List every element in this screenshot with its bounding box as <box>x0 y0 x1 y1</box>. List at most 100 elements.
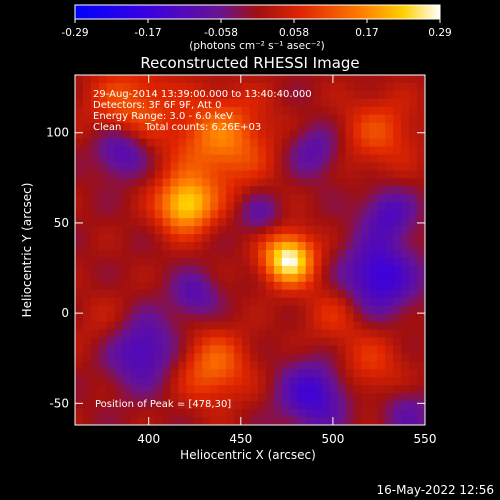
heatmap-cell <box>289 186 299 195</box>
heatmap-cell <box>242 82 251 92</box>
heatmap-cell <box>369 289 378 299</box>
heatmap-cell <box>297 305 307 315</box>
heatmap-cell <box>162 329 171 338</box>
heatmap-cell <box>146 353 155 362</box>
heatmap-cell <box>273 146 283 155</box>
heatmap-cell <box>218 202 227 211</box>
heatmap-cell <box>75 162 84 171</box>
heatmap-cell <box>329 218 338 227</box>
heatmap-cell <box>369 90 378 100</box>
heatmap-cell <box>409 226 418 235</box>
heatmap-cell <box>250 393 259 402</box>
heatmap-cell <box>218 273 227 283</box>
heatmap-cell <box>401 162 410 171</box>
heatmap-cell <box>194 337 203 346</box>
heatmap-cell <box>361 90 370 100</box>
heatmap-cell <box>90 393 100 402</box>
heatmap-cell <box>138 377 147 386</box>
heatmap-cell <box>257 234 267 243</box>
heatmap-cell <box>146 234 155 243</box>
heatmap-cell <box>114 106 124 116</box>
heatmap-cell <box>313 337 322 346</box>
heatmap-cell <box>106 401 116 410</box>
heatmap-cell <box>162 385 171 394</box>
heatmap-cell <box>106 202 116 211</box>
heatmap-cell <box>273 361 283 370</box>
heatmap-cell <box>178 289 187 299</box>
heatmap-cell <box>82 361 92 370</box>
heatmap-cell <box>321 369 330 378</box>
heatmap-cell <box>122 170 132 179</box>
heatmap-cell <box>75 130 84 140</box>
heatmap-cell <box>337 337 346 346</box>
heatmap-cell <box>265 377 275 386</box>
heatmap-cell <box>393 385 402 394</box>
heatmap-cell <box>393 130 402 140</box>
heatmap-cell <box>226 202 235 211</box>
heatmap-cell <box>218 393 227 402</box>
heatmap-cell <box>401 82 410 92</box>
heatmap-cell <box>154 162 163 171</box>
heatmap-cell <box>98 313 108 322</box>
heatmap-cell <box>154 146 163 155</box>
heatmap-cell <box>162 321 171 330</box>
heatmap-cell <box>154 90 163 100</box>
heatmap-cell <box>106 353 116 362</box>
heatmap-cell <box>138 273 147 283</box>
heatmap-cell <box>313 202 322 211</box>
heatmap-cell <box>265 130 275 140</box>
heatmap-cell <box>281 178 291 187</box>
heatmap-cell <box>178 90 187 100</box>
heatmap-cell <box>242 417 251 426</box>
heatmap-cell <box>329 345 338 354</box>
heatmap-cell <box>305 82 315 92</box>
heatmap-cell <box>385 162 394 171</box>
heatmap-cell <box>162 242 171 251</box>
heatmap-cell <box>337 234 346 243</box>
heatmap-cell <box>273 353 283 362</box>
heatmap-cell <box>122 98 132 108</box>
heatmap-cell <box>90 257 100 267</box>
heatmap-cell <box>281 401 291 410</box>
heatmap-cell <box>329 393 338 402</box>
heatmap-cell <box>305 297 315 307</box>
heatmap-cell <box>98 361 108 370</box>
heatmap-cell <box>90 162 100 171</box>
heatmap-cell <box>162 401 171 410</box>
heatmap-cell <box>138 202 147 211</box>
heatmap-cell <box>218 162 227 171</box>
heatmap-cell <box>257 226 267 235</box>
heatmap-cell <box>345 106 354 116</box>
heatmap-cell <box>90 178 100 187</box>
heatmap-cell <box>162 313 171 322</box>
heatmap-cell <box>361 114 370 124</box>
heatmap-cell <box>178 98 187 108</box>
heatmap-cell <box>82 242 92 251</box>
heatmap-cell <box>313 242 322 251</box>
heatmap-cell <box>289 98 299 108</box>
heatmap-cell <box>154 393 163 402</box>
heatmap-cell <box>194 329 203 338</box>
heatmap-cell <box>329 337 338 346</box>
heatmap-cell <box>114 138 124 147</box>
heatmap-cell <box>98 178 108 187</box>
heatmap-cell <box>130 345 140 354</box>
heatmap-cell <box>170 130 179 140</box>
heatmap-cell <box>154 369 163 378</box>
heatmap-cell <box>337 106 346 116</box>
heatmap-cell <box>146 130 155 140</box>
heatmap-cell <box>130 170 140 179</box>
heatmap-cell <box>218 401 227 410</box>
heatmap-cell <box>393 242 402 251</box>
annotation-time-range: 29-Aug-2014 13:39:00.000 to 13:40:40.000 <box>93 89 312 100</box>
heatmap-cell <box>265 409 275 418</box>
heatmap-cell <box>361 369 370 378</box>
heatmap-cell <box>281 146 291 155</box>
heatmap-cell <box>114 321 124 330</box>
heatmap-cell <box>202 289 211 299</box>
heatmap-cell <box>138 122 147 132</box>
heatmap-cell <box>361 162 370 171</box>
heatmap-cell <box>138 218 147 227</box>
heatmap-cell <box>417 265 426 275</box>
heatmap-cell <box>130 337 140 346</box>
